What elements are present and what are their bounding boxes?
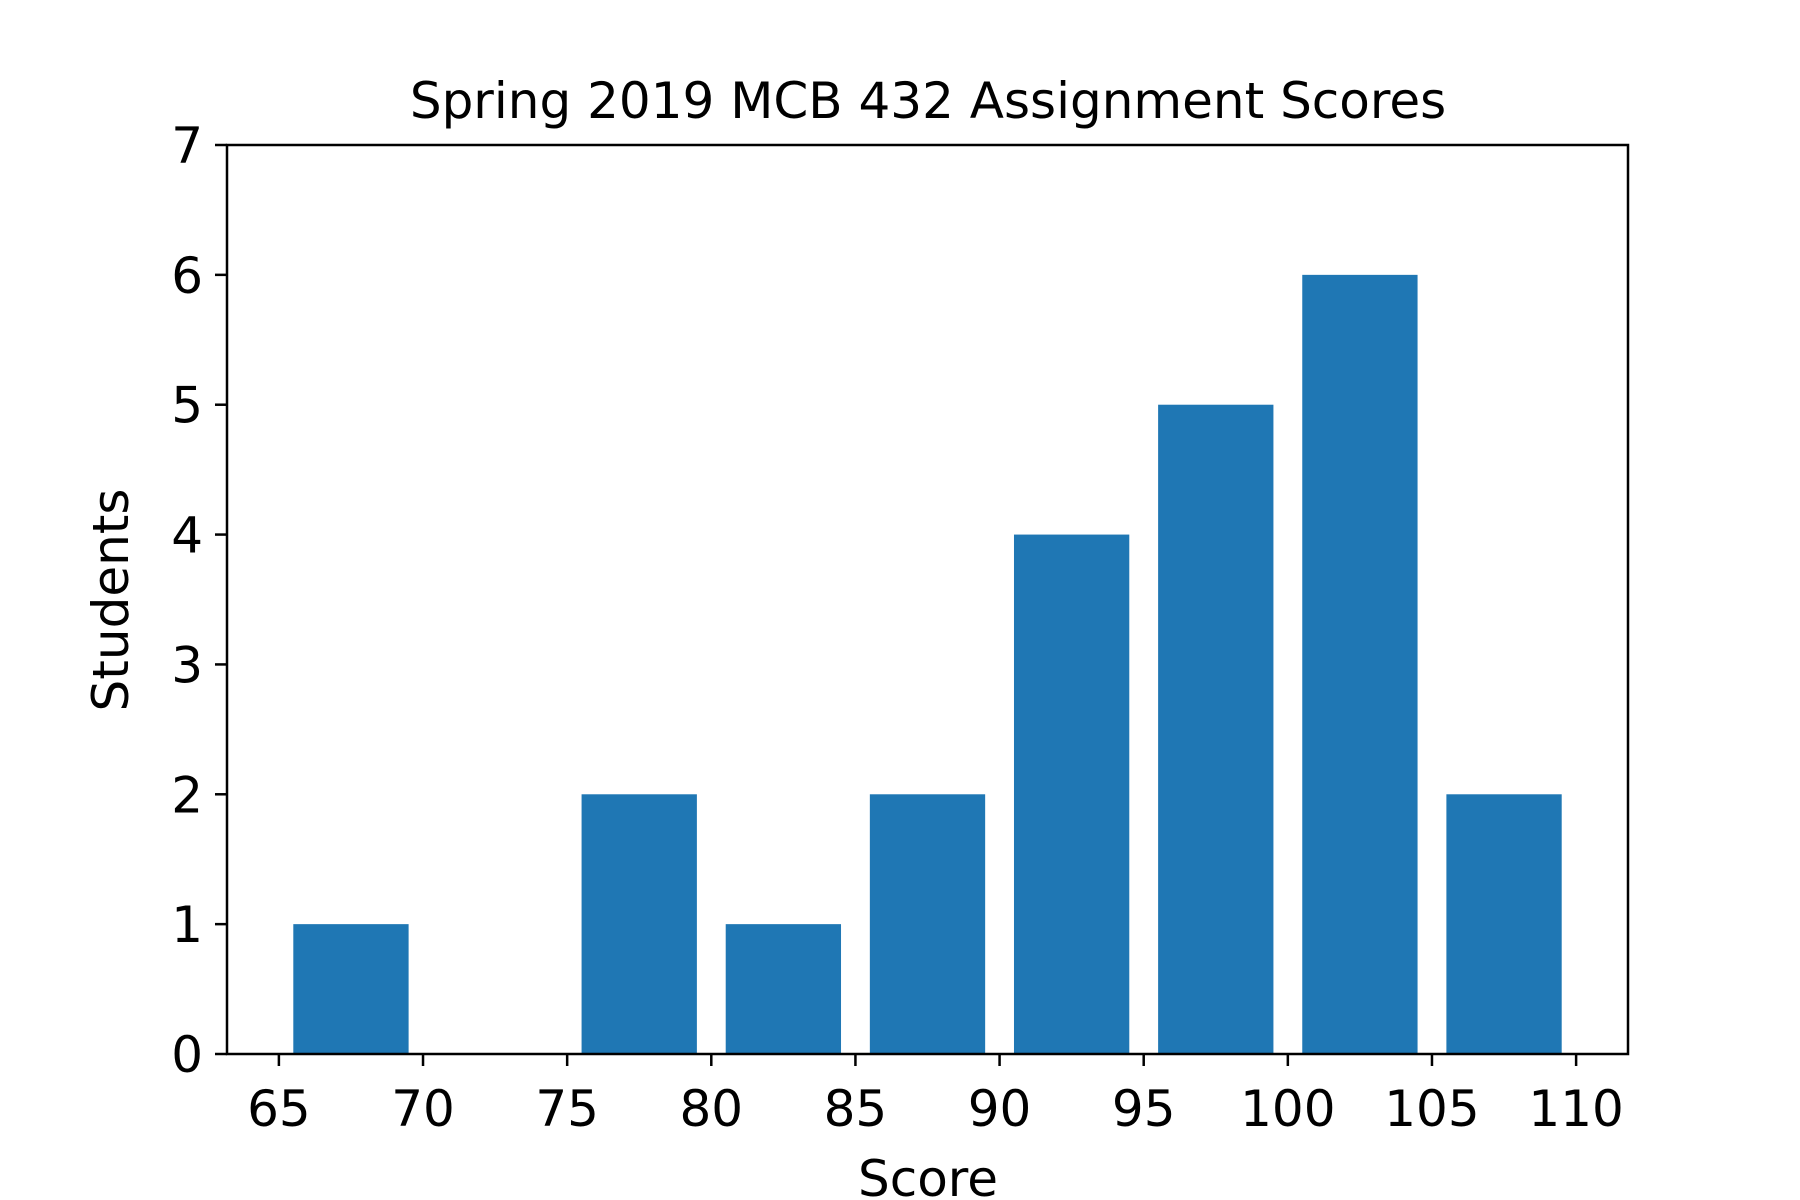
x-axis-label: Score bbox=[858, 1150, 998, 1200]
x-tick-label: 95 bbox=[1112, 1080, 1176, 1138]
x-tick-label: 105 bbox=[1384, 1080, 1479, 1138]
y-tick-label: 4 bbox=[171, 507, 203, 565]
x-tick-label: 110 bbox=[1528, 1080, 1623, 1138]
bar-75-80 bbox=[581, 794, 697, 1054]
y-tick-label: 7 bbox=[171, 117, 203, 175]
y-tick-label: 0 bbox=[171, 1026, 203, 1084]
plot-frame bbox=[225, 143, 1630, 1056]
x-tick-label: 70 bbox=[391, 1080, 455, 1138]
x-tick-label: 90 bbox=[968, 1080, 1032, 1138]
x-tick-label: 75 bbox=[535, 1080, 599, 1138]
y-tick-label: 6 bbox=[171, 247, 203, 305]
bar-80-85 bbox=[725, 924, 842, 1054]
x-tick-label: 65 bbox=[247, 1080, 311, 1138]
x-tick-label: 80 bbox=[679, 1080, 743, 1138]
y-tick-label: 2 bbox=[171, 766, 203, 824]
x-tick-label: 85 bbox=[824, 1080, 888, 1138]
y-axis-ticks: 0 1 2 3 4 5 6 7 bbox=[171, 117, 227, 1084]
bar-90-95 bbox=[1013, 534, 1130, 1054]
bar-105-110 bbox=[1446, 794, 1562, 1054]
y-tick-label: 3 bbox=[171, 636, 203, 694]
bar-95-100 bbox=[1158, 404, 1274, 1054]
y-tick-label: 1 bbox=[171, 896, 203, 954]
bars-group bbox=[293, 274, 1562, 1054]
x-axis-ticks: 65 70 75 80 85 90 95 100 105 110 bbox=[247, 1054, 1624, 1138]
x-tick-label: 100 bbox=[1240, 1080, 1335, 1138]
bar-85-90 bbox=[869, 794, 986, 1054]
y-axis-label: Students bbox=[82, 489, 140, 712]
bar-65-70 bbox=[293, 924, 409, 1054]
chart-title: Spring 2019 MCB 432 Assignment Scores bbox=[410, 72, 1446, 130]
y-tick-label: 5 bbox=[171, 377, 203, 435]
bar-100-105 bbox=[1302, 274, 1418, 1054]
